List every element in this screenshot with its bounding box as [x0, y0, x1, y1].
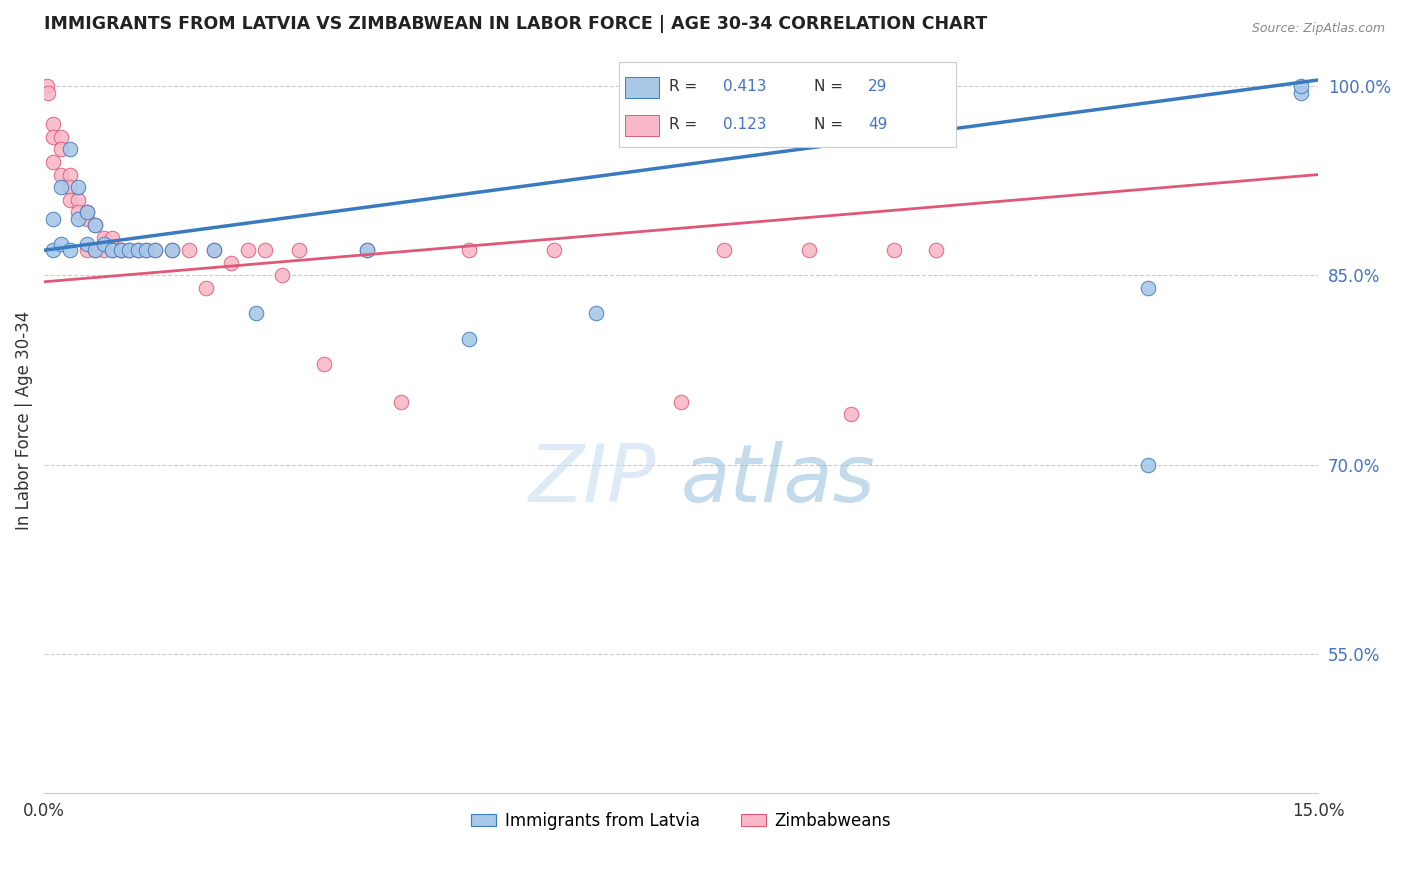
Point: [110, 244, 132, 258]
Point: [84, 244, 107, 258]
Text: R =: R =: [669, 78, 703, 94]
Point: [1137, 458, 1160, 472]
Text: R =: R =: [669, 117, 703, 132]
Point: [35, 79, 58, 94]
Point: [202, 244, 225, 258]
Point: [883, 244, 905, 258]
Point: [41, 155, 63, 169]
Point: [93, 230, 115, 244]
Point: [84, 244, 107, 258]
Point: [58, 193, 80, 207]
Point: [713, 244, 735, 258]
Point: [160, 244, 183, 258]
Point: [585, 306, 607, 320]
Point: [271, 268, 294, 283]
Point: [58, 168, 80, 182]
Point: [101, 230, 124, 244]
Point: [41, 211, 63, 226]
Point: [76, 205, 98, 219]
Point: [127, 244, 149, 258]
Text: 0.123: 0.123: [723, 117, 766, 132]
Point: [253, 244, 276, 258]
Point: [58, 142, 80, 156]
Point: [84, 218, 107, 232]
Point: [288, 244, 311, 258]
Point: [194, 281, 217, 295]
Point: [669, 394, 692, 409]
Point: [839, 407, 862, 421]
Point: [76, 236, 98, 251]
Point: [797, 244, 820, 258]
Point: [356, 244, 378, 258]
Point: [101, 244, 124, 258]
Point: [457, 332, 479, 346]
Point: [457, 244, 479, 258]
Point: [236, 244, 259, 258]
Text: IMMIGRANTS FROM LATVIA VS ZIMBABWEAN IN LABOR FORCE | AGE 30-34 CORRELATION CHAR: IMMIGRANTS FROM LATVIA VS ZIMBABWEAN IN …: [44, 15, 987, 33]
Point: [49, 129, 72, 144]
Point: [135, 244, 157, 258]
Point: [37, 86, 59, 100]
Point: [110, 244, 132, 258]
Point: [76, 205, 98, 219]
Point: [219, 256, 242, 270]
Point: [314, 357, 336, 371]
Text: 49: 49: [869, 117, 887, 132]
Point: [202, 244, 225, 258]
Point: [127, 244, 149, 258]
Point: [67, 180, 90, 194]
Point: [1291, 86, 1313, 100]
Legend: Immigrants from Latvia, Zimbabweans: Immigrants from Latvia, Zimbabweans: [464, 805, 898, 837]
Point: [177, 244, 200, 258]
Point: [245, 306, 267, 320]
Y-axis label: In Labor Force | Age 30-34: In Labor Force | Age 30-34: [15, 311, 32, 530]
Point: [67, 205, 90, 219]
Point: [1291, 79, 1313, 94]
Point: [543, 244, 565, 258]
Text: N =: N =: [814, 78, 848, 94]
Point: [49, 180, 72, 194]
Bar: [626, 115, 659, 136]
Point: [160, 244, 183, 258]
Point: [41, 117, 63, 131]
Text: atlas: atlas: [681, 441, 876, 519]
Point: [67, 211, 90, 226]
Point: [58, 180, 80, 194]
Text: 0.413: 0.413: [723, 78, 766, 94]
Point: [76, 244, 98, 258]
Point: [41, 129, 63, 144]
Point: [76, 211, 98, 226]
Point: [110, 244, 132, 258]
Point: [93, 244, 115, 258]
Point: [41, 244, 63, 258]
Point: [101, 244, 124, 258]
Point: [58, 244, 80, 258]
Text: 29: 29: [869, 78, 887, 94]
Text: Source: ZipAtlas.com: Source: ZipAtlas.com: [1251, 22, 1385, 36]
Point: [118, 244, 141, 258]
Point: [925, 244, 948, 258]
Point: [118, 244, 141, 258]
Point: [93, 236, 115, 251]
Text: N =: N =: [814, 117, 848, 132]
Point: [389, 394, 412, 409]
Point: [49, 142, 72, 156]
Point: [67, 193, 90, 207]
Point: [49, 236, 72, 251]
Point: [135, 244, 157, 258]
Point: [1137, 281, 1160, 295]
Text: ZIP: ZIP: [529, 441, 655, 519]
Point: [84, 218, 107, 232]
Point: [356, 244, 378, 258]
Point: [143, 244, 166, 258]
Point: [49, 168, 72, 182]
Point: [143, 244, 166, 258]
Bar: [626, 77, 659, 98]
